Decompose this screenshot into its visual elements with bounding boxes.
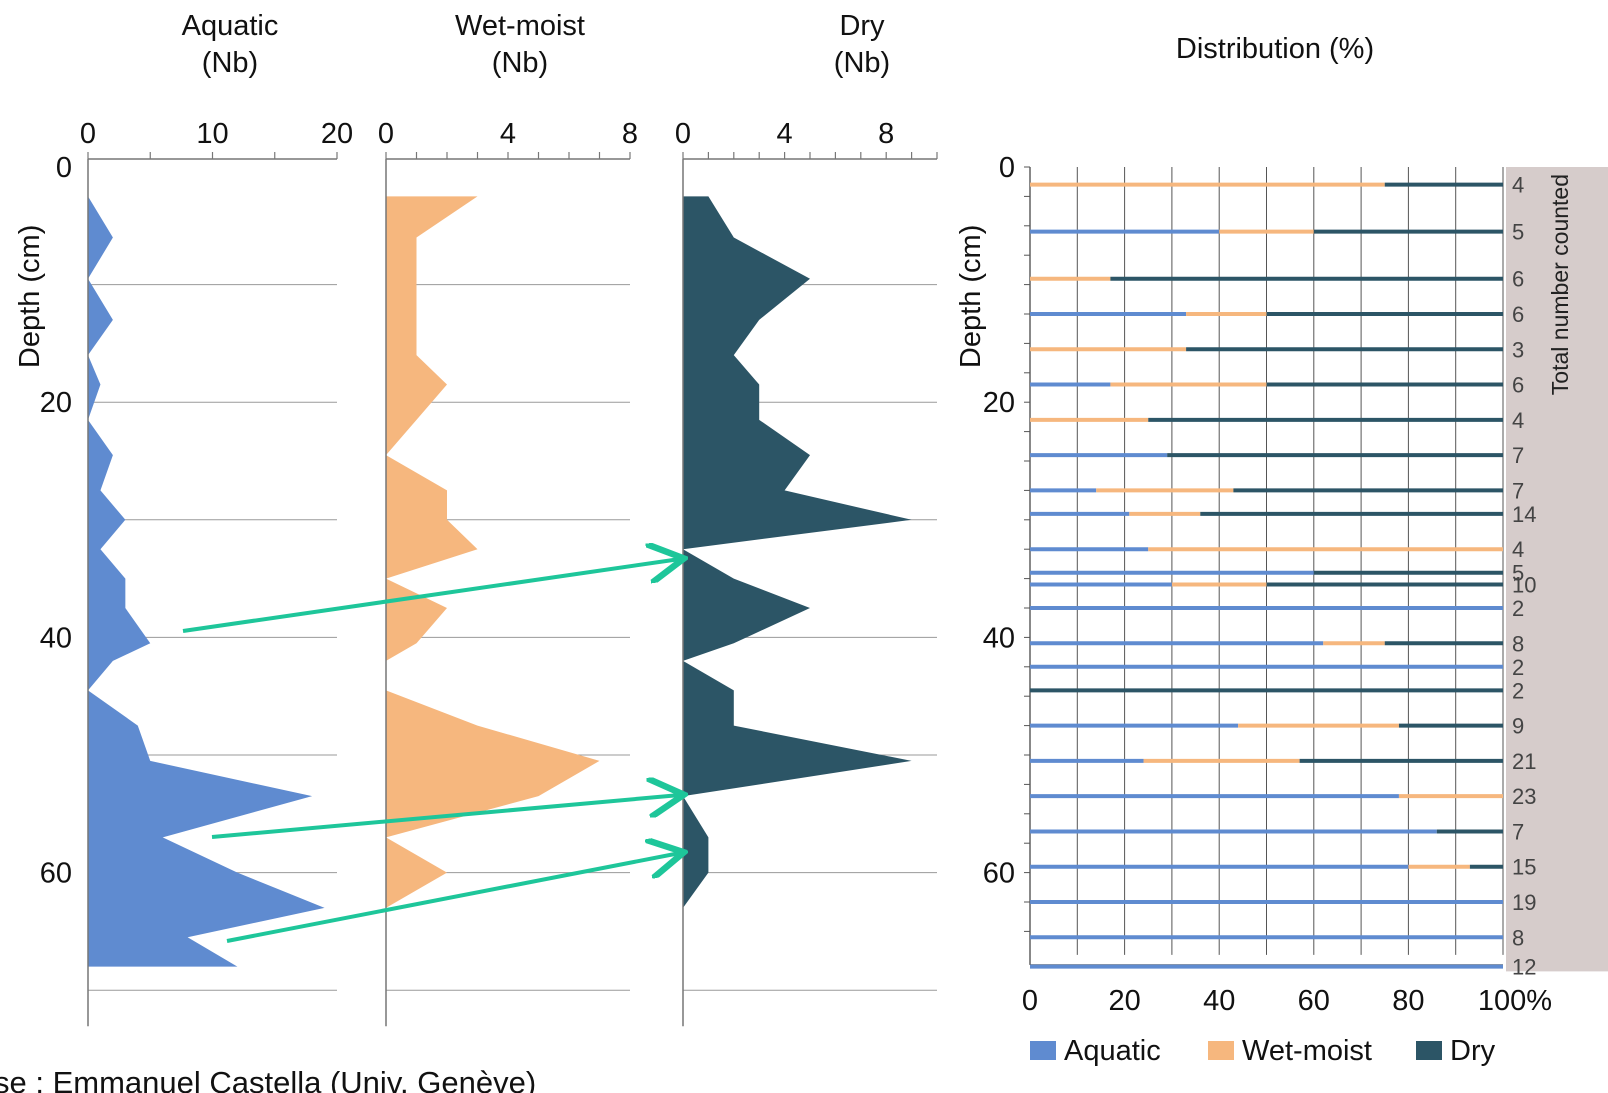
y-tick-label: 40 <box>983 622 1015 654</box>
x-tick-label: 20 <box>1108 985 1140 1017</box>
count-label: 5 <box>1512 561 1524 586</box>
panel-aquatic: 0 10 20 Aquatic (Nb) 0 20 40 60 Depth (cm) <box>14 10 353 1027</box>
count-label: 15 <box>1512 855 1536 880</box>
count-label: 2 <box>1512 655 1524 680</box>
x-tick-label: 4 <box>777 118 793 150</box>
correlation-arrow <box>226 853 680 943</box>
panel-wet-moist: 0 4 8 Wet-moist (Nb) <box>378 10 638 1027</box>
x-tick-label: 60 <box>1298 985 1330 1017</box>
panel-dry: 0 4 8 Dry (Nb) <box>675 10 938 1027</box>
count-label: 12 <box>1512 955 1536 980</box>
legend-item: Wet-moist <box>1208 1035 1372 1067</box>
x-tick-label: 0 <box>378 118 394 150</box>
x-tick-label: 20 <box>321 118 353 150</box>
y-tick-label: 0 <box>999 152 1015 184</box>
y-tick-label: 0 <box>56 152 72 184</box>
area-wet-moist <box>386 196 600 908</box>
y-tick-label: 60 <box>40 858 72 890</box>
x-tick-label: 80 <box>1392 985 1424 1017</box>
count-label: 19 <box>1512 890 1536 915</box>
correlation-arrow <box>182 559 680 633</box>
legend-label: Wet-moist <box>1242 1035 1372 1067</box>
x-tick-label: 100% <box>1478 985 1552 1017</box>
count-label: 10 <box>1512 572 1536 597</box>
legend-item: Aquatic <box>1030 1035 1161 1067</box>
count-label: 7 <box>1512 478 1524 503</box>
y-axis-title: Depth (cm) <box>955 225 987 368</box>
count-label: 2 <box>1512 596 1524 621</box>
panel-title-dry: Dry (Nb) <box>834 10 890 79</box>
count-label: 9 <box>1512 714 1524 739</box>
count-label: 14 <box>1512 502 1536 527</box>
x-tick-label: 0 <box>675 118 691 150</box>
y-tick-label: 40 <box>40 622 72 654</box>
credit-text: se : Emmanuel Castella (Univ. Genève) <box>0 1065 536 1093</box>
y-tick-label: 20 <box>40 387 72 419</box>
count-label: 4 <box>1512 537 1524 562</box>
count-label: 5 <box>1512 220 1524 245</box>
count-label: 21 <box>1512 749 1536 774</box>
count-band <box>1506 167 1608 972</box>
count-label: 6 <box>1512 373 1524 398</box>
correlation-arrows <box>182 559 680 943</box>
count-label: 7 <box>1512 819 1524 844</box>
legend-swatch <box>1416 1041 1442 1060</box>
panel-title-wet-moist: Wet-moist (Nb) <box>455 10 585 79</box>
count-label: 6 <box>1512 267 1524 292</box>
legend-swatch <box>1030 1041 1056 1060</box>
legend-label: Dry <box>1450 1035 1496 1067</box>
legend-label: Aquatic <box>1064 1035 1161 1067</box>
count-label: 8 <box>1512 631 1524 656</box>
x-tick-label: 8 <box>878 118 894 150</box>
count-label: 6 <box>1512 302 1524 327</box>
legend-item: Dry <box>1416 1035 1496 1067</box>
area-dry <box>683 196 912 908</box>
x-tick-label: 0 <box>1022 985 1038 1017</box>
count-label: 3 <box>1512 337 1524 362</box>
y-axis-title: Depth (cm) <box>14 225 46 368</box>
count-label: 2 <box>1512 678 1524 703</box>
x-tick-label: 0 <box>80 118 96 150</box>
x-tick-label: 40 <box>1203 985 1235 1017</box>
count-label: 4 <box>1512 408 1524 433</box>
panel-title-distribution: Distribution (%) <box>1176 33 1374 65</box>
y2-axis-title: Total number counted <box>1547 174 1573 395</box>
y-tick-label: 60 <box>983 858 1015 890</box>
count-label: 23 <box>1512 784 1536 809</box>
count-label: 7 <box>1512 443 1524 468</box>
count-label: 8 <box>1512 925 1524 950</box>
x-tick-label: 10 <box>196 118 228 150</box>
x-tick-label: 4 <box>500 118 516 150</box>
area-aquatic <box>88 196 325 967</box>
panel-title-aquatic: Aquatic (Nb) <box>182 10 279 79</box>
y-tick-label: 20 <box>983 387 1015 419</box>
count-label: 4 <box>1512 173 1524 198</box>
legend-swatch <box>1208 1041 1234 1060</box>
correlation-arrow <box>211 795 680 839</box>
x-tick-label: 8 <box>622 118 638 150</box>
